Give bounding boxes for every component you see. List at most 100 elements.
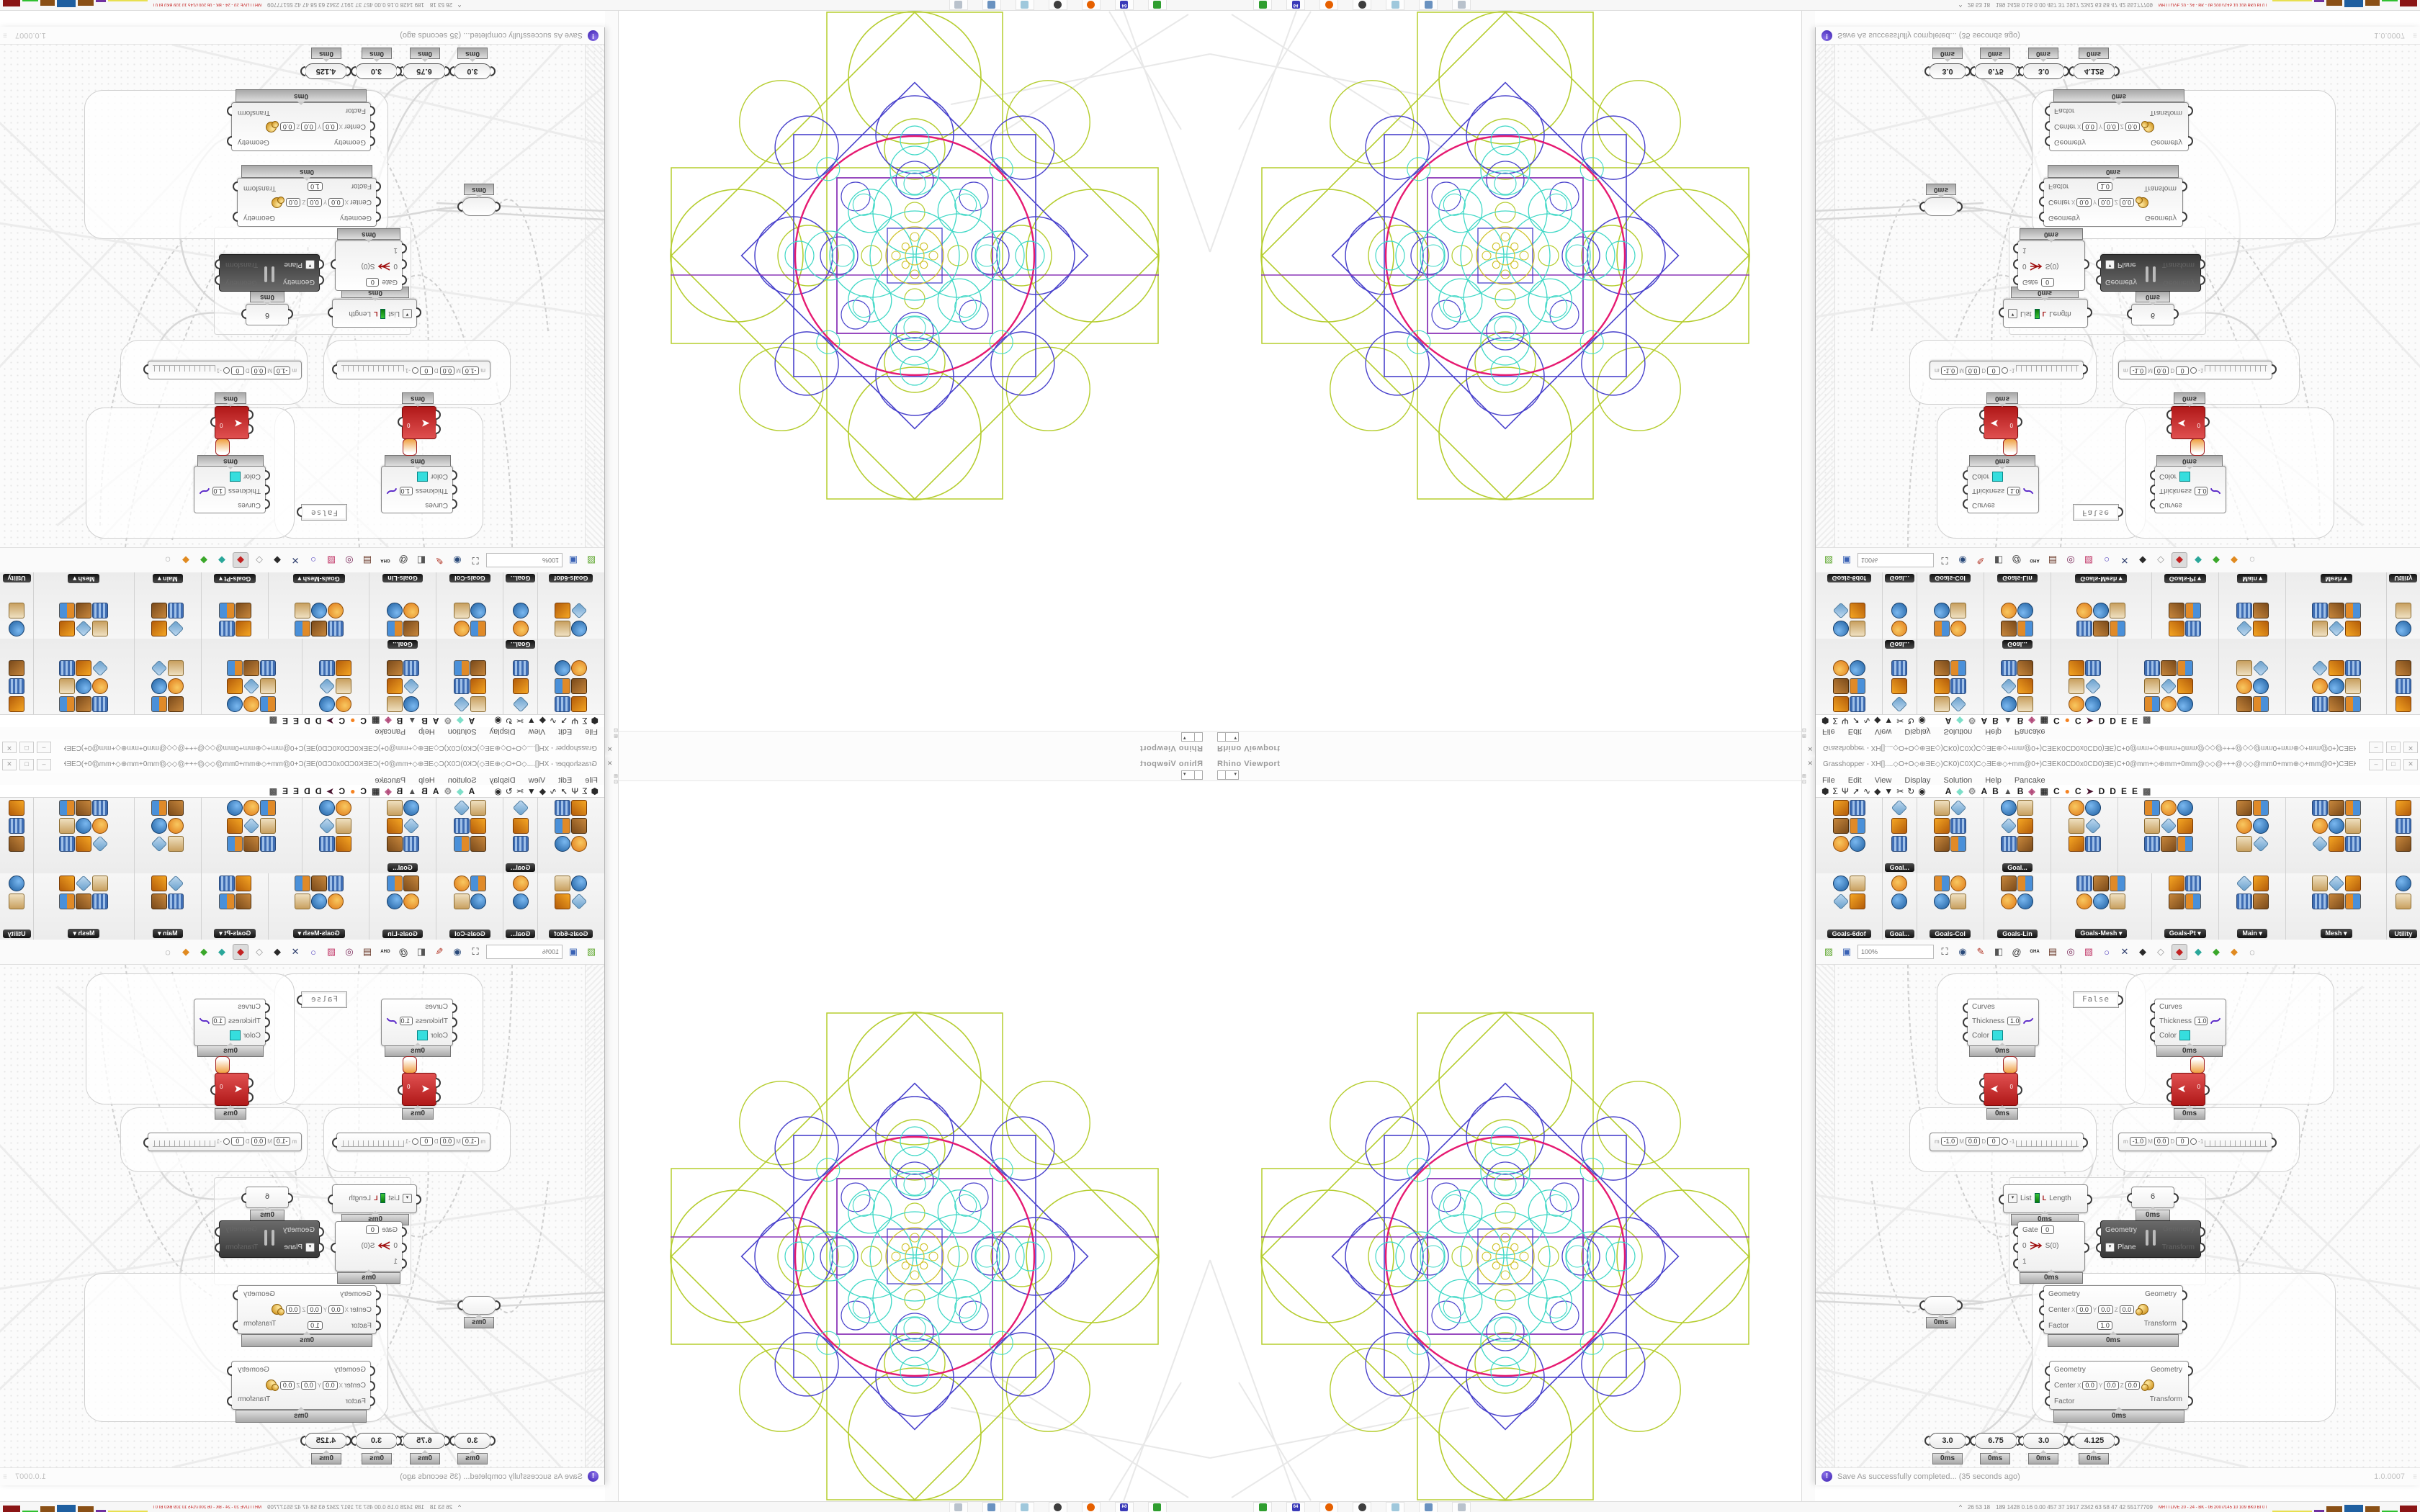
flatten-icon[interactable]: ▾ (2008, 1193, 2017, 1203)
integer-param[interactable]: 6 (241, 304, 293, 325)
component-icon[interactable] (571, 893, 588, 910)
panel-dock-icons[interactable]: ⊞ ⊡ (1802, 774, 1807, 785)
component-icon[interactable] (227, 800, 243, 816)
open-file-icon[interactable]: ▨ (1824, 946, 1834, 957)
tab-curve[interactable]: ∿ (1863, 786, 1871, 796)
plugin-tab-15[interactable]: E (2120, 786, 2127, 796)
component-icon[interactable] (1950, 818, 1967, 834)
component-icon[interactable] (453, 621, 470, 636)
taskbar-app-document-scroll[interactable] (949, 0, 968, 10)
slider-ruler[interactable] (153, 1140, 215, 1147)
integer-param[interactable]: 6 (2127, 304, 2179, 325)
menu-view[interactable]: View (528, 727, 546, 736)
open-file-icon[interactable]: ▨ (586, 946, 596, 957)
component-icon[interactable] (1950, 836, 1967, 852)
palette-group-label[interactable]: Goal... (1884, 863, 1915, 872)
menu-view[interactable]: View (528, 776, 546, 785)
component-icon[interactable] (2328, 696, 2344, 712)
component-icon[interactable] (168, 836, 184, 852)
component-icon[interactable] (310, 876, 327, 891)
palette-group-label[interactable]: Goals-Mesh ▾ (2075, 929, 2128, 938)
component-icon[interactable] (260, 678, 277, 694)
minimize-button[interactable]: – (2369, 742, 2383, 753)
color-swatch[interactable] (1991, 1030, 2003, 1040)
plugin-tab-5[interactable]: ▲ (2003, 786, 2012, 796)
component-icon[interactable] (470, 603, 486, 618)
color-swatch[interactable] (2179, 1030, 2190, 1040)
palette-group-label[interactable]: Goals-Col (1930, 930, 1971, 938)
component-icon[interactable] (2093, 603, 2110, 618)
taskbar-app-calculator[interactable] (1419, 0, 1438, 10)
tab-sets[interactable]: Ψ (1841, 786, 1849, 796)
tab-surface[interactable]: ◆ (1874, 786, 1881, 796)
wire-display-icon[interactable]: ✕ (2120, 555, 2129, 566)
component-icon[interactable] (227, 660, 243, 676)
component-icon[interactable] (2344, 678, 2361, 694)
palette-group-label[interactable]: Goal... (505, 863, 536, 872)
component-icon[interactable] (2076, 894, 2093, 909)
thickness-value[interactable]: 1.0 (2007, 487, 2021, 495)
component-icon[interactable] (168, 818, 184, 834)
tab-params[interactable]: ⬢ (591, 786, 599, 796)
maximize-button[interactable]: □ (19, 742, 34, 753)
plugin-tab-12[interactable]: ➤ (2086, 716, 2094, 726)
component-icon[interactable] (92, 835, 109, 852)
component-icon[interactable] (2001, 876, 2017, 891)
palette-group-label[interactable]: Goals-Lin (382, 574, 423, 582)
component-icon[interactable] (2001, 894, 2017, 909)
plugin-tab-8[interactable]: ▦ (372, 716, 380, 726)
gem-white-icon[interactable]: ◇ (2157, 946, 2164, 957)
component-icon[interactable] (2185, 876, 2202, 891)
resize-grip[interactable]: ⠿ (2413, 1474, 2418, 1480)
gem-red-icon[interactable]: ◆ (2172, 552, 2187, 568)
plugin-tab-11[interactable]: C (339, 716, 346, 726)
scribble-capsule[interactable] (2003, 1056, 2017, 1074)
component-icon[interactable] (151, 818, 168, 834)
slider-ruler[interactable] (2016, 365, 2079, 372)
component-icon[interactable] (1950, 876, 1967, 891)
palette-group-label[interactable]: Goals-Mesh ▾ (2075, 574, 2128, 583)
plugin-tab-10[interactable]: ● (350, 716, 356, 726)
component-icon[interactable] (2017, 696, 2034, 712)
finder-icon[interactable]: ◎ (2066, 946, 2075, 957)
component-icon[interactable] (2110, 603, 2126, 618)
slider-knob[interactable] (411, 1138, 418, 1145)
taskbar-app-floppy-64[interactable]: 64 (1286, 0, 1305, 10)
custom-preview-node[interactable]: Curves Thickness 1.0 Color (381, 999, 457, 1046)
component-icon[interactable] (2395, 800, 2411, 816)
plugin-tab-1[interactable]: ◆ (1956, 716, 1963, 726)
panel-close-icon[interactable]: ✕ (1807, 745, 1813, 752)
component-icon[interactable] (310, 621, 327, 636)
component-icon[interactable] (1849, 603, 1865, 618)
menu-help[interactable]: Help (1985, 776, 2002, 785)
component-icon[interactable] (512, 836, 529, 852)
component-icon[interactable] (386, 621, 403, 636)
component-icon[interactable] (92, 818, 109, 834)
component-icon[interactable] (2084, 817, 2102, 834)
scale-component[interactable]: Geometry Center X 0.0 Y 0.0 Z 0.0 Factor 1.0… (233, 178, 381, 227)
number-param[interactable]: 4.125 (2069, 63, 2120, 79)
component-icon[interactable] (403, 678, 419, 695)
plugin-tab-10[interactable]: ● (2064, 716, 2070, 726)
menu-help[interactable]: Help (418, 776, 435, 785)
tray-expander-icon[interactable]: ^ (1959, 1, 1962, 8)
sketch-pen-icon[interactable]: ✎ (1976, 946, 1985, 957)
menu-pancake[interactable]: Pancake (375, 776, 406, 785)
plugin-tab-0[interactable]: A (1945, 786, 1952, 796)
screenshot-icon[interactable]: ▤ (362, 946, 372, 957)
component-icon[interactable] (92, 696, 109, 712)
selection-icon[interactable]: ◌ (165, 554, 171, 566)
component-icon[interactable] (512, 876, 529, 891)
component-icon[interactable] (571, 836, 588, 852)
tray-expander-icon[interactable]: ^ (458, 1, 461, 8)
number-param[interactable]: 4.125 (300, 63, 351, 79)
component-icon[interactable] (218, 603, 235, 618)
number-slider[interactable]: m -1.0 M 0.0 D 0 -1 (332, 1133, 490, 1151)
save-file-icon[interactable]: ▣ (568, 555, 578, 566)
component-icon[interactable] (2177, 678, 2193, 694)
plugin-tab-1[interactable]: ◆ (1956, 786, 1963, 796)
component-icon[interactable] (1849, 876, 1865, 891)
gha-loader-icon[interactable]: GHA (380, 950, 390, 954)
component-icon[interactable] (1832, 818, 1849, 834)
number-param[interactable]: 6.75 (398, 63, 450, 79)
